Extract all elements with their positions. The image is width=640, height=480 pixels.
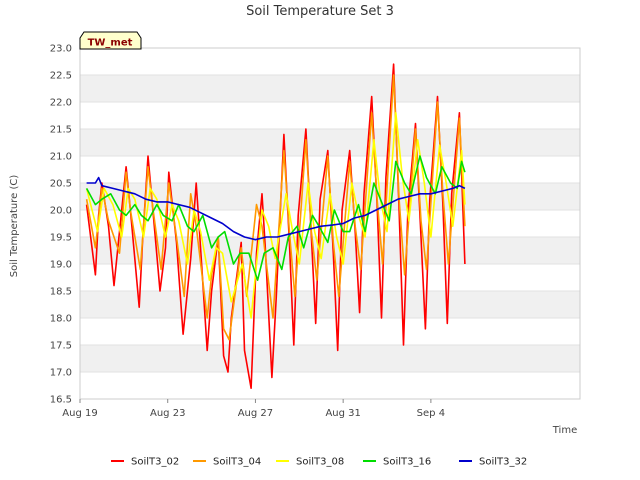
legend-label: SoilT3_32: [479, 457, 527, 468]
chart-title: Soil Temperature Set 3: [246, 4, 394, 19]
legend: SoilT3_02 SoilT3_04 SoilT3_08 SoilT3_16 Soil…: [111, 457, 527, 468]
y-tick-label: 20.0: [50, 206, 72, 217]
grid-band: [80, 291, 580, 318]
y-tick-label: 19.5: [50, 233, 72, 244]
series-line-soilt3-02: [85, 63, 466, 390]
grid-band: [80, 75, 580, 102]
y-tick-label: 17.0: [50, 368, 72, 379]
legend-label: SoilT3_04: [213, 457, 261, 468]
badge-label: TW_met: [88, 38, 133, 49]
grid-band: [80, 345, 580, 372]
x-axis: Aug 19 Aug 23 Aug 27 Aug 31 Sep 4: [62, 399, 445, 419]
legend-label: SoilT3_08: [296, 457, 344, 468]
y-tick-label: 17.5: [50, 341, 72, 352]
legend-label: SoilT3_16: [383, 457, 431, 468]
badge-shape: [79, 31, 142, 50]
series-line-soilt3-04: [85, 74, 466, 341]
y-tick-label: 22.0: [50, 98, 72, 109]
y-axis-title: Soil Temperature (C): [9, 175, 20, 278]
y-tick-label: 19.0: [50, 260, 72, 271]
y-tick-label: 22.5: [50, 71, 72, 82]
series-layer: [85, 63, 466, 390]
series-line-soilt3-16: [85, 155, 466, 282]
x-axis-title: Time: [552, 425, 577, 436]
y-tick-label: 20.5: [50, 179, 72, 190]
x-tick-label: Aug 27: [238, 408, 273, 419]
x-tick-label: Aug 31: [325, 408, 360, 419]
legend-label: SoilT3_02: [131, 457, 179, 468]
y-axis: 16.5 17.0 17.5 18.0 18.5 19.0 19.5 20.0 20.5 21.0…: [50, 44, 72, 406]
x-tick-label: Aug 23: [150, 408, 185, 419]
series-line-soilt3-32: [86, 176, 466, 241]
x-tick-label: Aug 19: [62, 408, 97, 419]
grid-band: [80, 129, 580, 156]
series-line-soilt3-08: [85, 112, 466, 319]
station-badge: TW_met: [79, 31, 142, 50]
x-tick-label: Sep 4: [417, 408, 445, 419]
plot-frame: [79, 47, 581, 400]
y-tick-label: 21.5: [50, 125, 72, 136]
y-tick-label: 23.0: [50, 44, 72, 55]
y-tick-label: 16.5: [50, 395, 72, 406]
y-tick-label: 18.0: [50, 314, 72, 325]
y-tick-label: 18.5: [50, 287, 72, 298]
y-tick-label: 21.0: [50, 152, 72, 163]
